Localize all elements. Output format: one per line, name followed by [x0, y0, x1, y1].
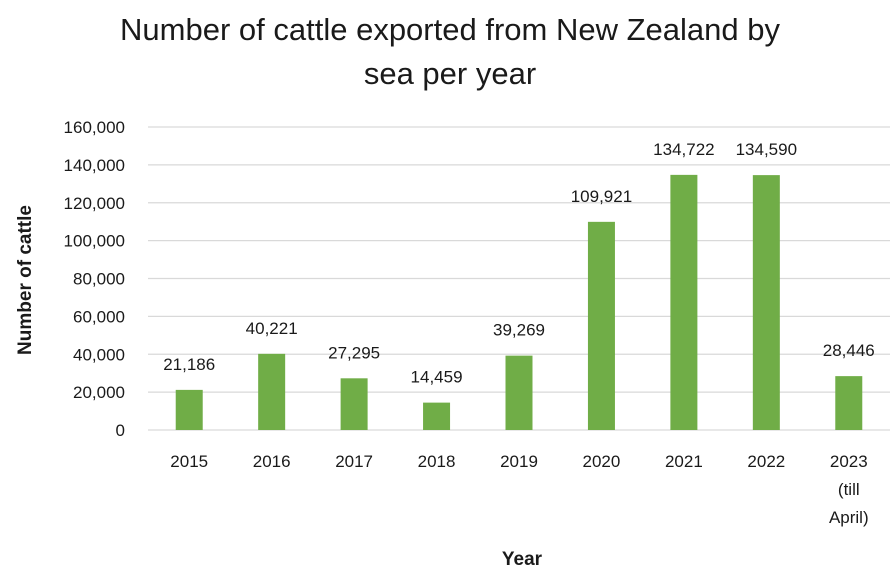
y-tick-label: 140,000 — [64, 156, 125, 175]
bar — [258, 353, 286, 430]
bar — [505, 355, 533, 430]
x-tick-label: April) — [829, 508, 869, 527]
bars — [175, 174, 863, 430]
data-label: 28,446 — [823, 341, 875, 360]
data-label: 27,295 — [328, 343, 380, 362]
x-tick-label: 2017 — [335, 452, 373, 471]
y-tick-label: 80,000 — [73, 270, 125, 289]
x-tick-label: (till — [838, 480, 860, 499]
data-label: 109,921 — [571, 187, 632, 206]
chart-title-line: Number of cattle exported from New Zeala… — [120, 12, 780, 47]
y-tick-label: 160,000 — [64, 118, 125, 137]
x-axis-ticks: 2015 2016 2017 2018 2019 2020 2021 2022 2023 (til… — [170, 452, 868, 527]
data-label: 21,186 — [163, 355, 215, 374]
x-tick-label: 2021 — [665, 452, 703, 471]
x-tick-label: 2019 — [500, 452, 538, 471]
y-tick-label: 60,000 — [73, 307, 125, 326]
y-axis-label: Number of cattle — [15, 205, 36, 355]
x-tick-label: 2020 — [583, 452, 621, 471]
chart-title-line: sea per year — [364, 56, 536, 91]
bar — [340, 378, 368, 430]
bar — [670, 174, 698, 430]
bar — [835, 376, 863, 430]
data-labels: 21,186 40,221 27,295 14,459 39,269 109,921 134… — [163, 140, 875, 387]
bar — [587, 221, 615, 430]
y-tick-label: 0 — [116, 421, 125, 440]
x-tick-label: 2023 — [830, 452, 868, 471]
bar — [752, 175, 780, 430]
y-tick-label: 20,000 — [73, 383, 125, 402]
y-axis-ticks: 0 20,000 40,000 60,000 80,000 100,000 120,000 1… — [64, 118, 125, 440]
data-label: 39,269 — [493, 321, 545, 340]
x-tick-label: 2022 — [747, 452, 785, 471]
y-tick-label: 120,000 — [64, 194, 125, 213]
x-tick-label: 2016 — [253, 452, 291, 471]
data-label: 134,590 — [736, 140, 797, 159]
bar — [423, 402, 451, 430]
data-label: 40,221 — [246, 319, 298, 338]
data-label: 14,459 — [411, 368, 463, 387]
x-tick-label: 2015 — [170, 452, 208, 471]
data-label: 134,722 — [653, 140, 714, 159]
chart-title: Number of cattle exported from New Zeala… — [120, 12, 780, 91]
y-tick-label: 40,000 — [73, 345, 125, 364]
bar — [175, 389, 203, 430]
x-axis-label: Year — [502, 549, 543, 570]
x-tick-label: 2018 — [418, 452, 456, 471]
y-tick-label: 100,000 — [64, 232, 125, 251]
